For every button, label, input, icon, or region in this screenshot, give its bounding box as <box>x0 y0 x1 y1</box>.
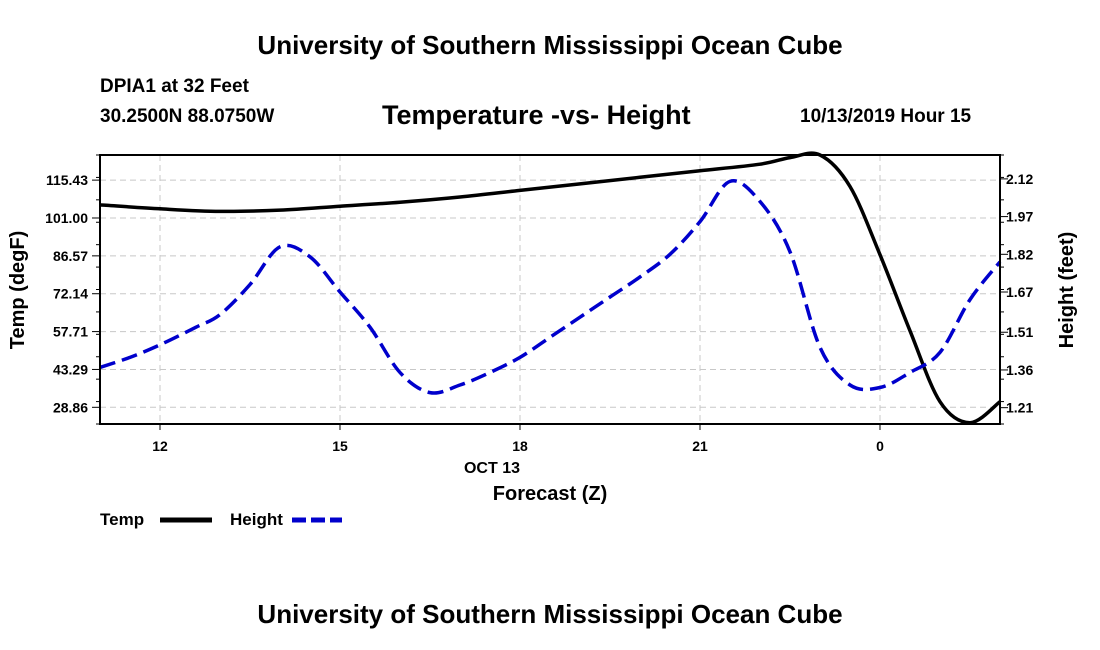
x-date-label: OCT 13 <box>464 460 520 477</box>
grid <box>100 155 1000 424</box>
date-label: 10/13/2019 Hour 15 <box>800 106 972 127</box>
legend-label-height: Height <box>230 510 283 529</box>
series-line-temp <box>99 151 1002 425</box>
y-left-tick-label: 101.00 <box>45 210 88 226</box>
y-right-tick-label: 1.36 <box>1006 362 1033 378</box>
series-layer <box>99 151 1002 425</box>
y-left-tick-label: 115.43 <box>46 172 88 188</box>
y-left-tick-label: 43.29 <box>53 361 88 377</box>
y-left-tick-label: 28.86 <box>53 399 88 415</box>
y-right-axis-title: Height (feet) <box>1056 232 1078 349</box>
legend: Temp Height <box>100 510 342 529</box>
y-right-tick-label: 1.97 <box>1006 209 1033 225</box>
x-tick-label: 15 <box>332 438 348 454</box>
x-tick-label: 0 <box>876 438 884 454</box>
y-right-tick-label: 2.12 <box>1006 171 1033 187</box>
coordinates-label: 30.2500N 88.0750W <box>100 106 275 127</box>
y-left-tick-label: 72.14 <box>53 286 88 302</box>
page-title: University of Southern Mississippi Ocean… <box>257 30 843 60</box>
y-right-tick-label: 1.82 <box>1006 246 1033 262</box>
y-left-tick-label: 57.71 <box>53 324 88 340</box>
series-line-height <box>99 179 1002 395</box>
x-tick-label: 21 <box>692 438 708 454</box>
footer-title: University of Southern Mississippi Ocean… <box>257 599 843 629</box>
axis-ticks: 28.86 43.29 57.71 72.14 86.57 101.00 115.43 1.2… <box>45 154 1033 454</box>
y-right-tick-label: 1.21 <box>1006 400 1033 416</box>
chart-title: Temperature -vs- Height <box>382 100 691 130</box>
plot-frame <box>99 154 1001 425</box>
y-right-tick-label: 1.51 <box>1006 324 1033 340</box>
x-axis-title: Forecast (Z) <box>493 483 607 505</box>
legend-label-temp: Temp <box>100 510 144 529</box>
y-left-axis-title: Temp (degF) <box>7 231 29 350</box>
x-tick-label: 12 <box>152 438 168 454</box>
y-right-tick-label: 1.67 <box>1006 284 1033 300</box>
station-label: DPIA1 at 32 Feet <box>100 76 249 97</box>
x-tick-label: 18 <box>512 438 528 454</box>
y-left-tick-label: 86.57 <box>53 248 88 264</box>
